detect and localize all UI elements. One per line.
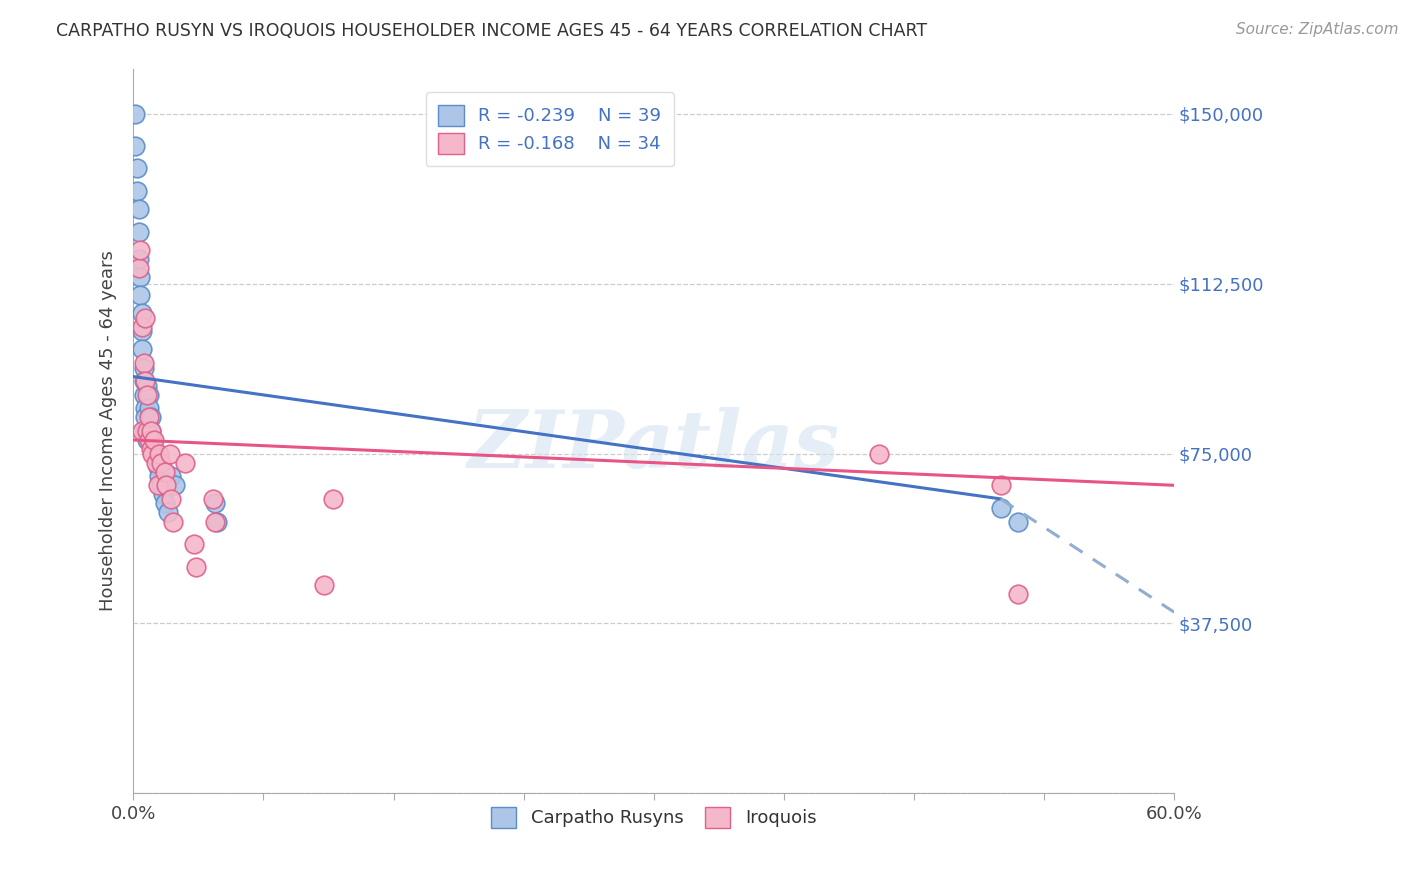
Point	[157, 506, 180, 520]
Point	[124, 138, 146, 153]
Point	[150, 456, 173, 470]
Point	[132, 356, 155, 370]
Point	[205, 515, 228, 529]
Point	[129, 269, 152, 284]
Point	[134, 401, 156, 416]
Point	[153, 496, 176, 510]
Point	[990, 500, 1012, 515]
Point	[129, 243, 152, 257]
Point	[131, 343, 153, 357]
Point	[131, 324, 153, 338]
Point	[139, 424, 162, 438]
Point	[132, 374, 155, 388]
Point	[314, 578, 336, 592]
Point	[128, 202, 150, 216]
Point	[134, 410, 156, 425]
Point	[136, 424, 159, 438]
Point	[160, 469, 183, 483]
Point	[131, 424, 153, 438]
Point	[148, 469, 170, 483]
Point	[131, 306, 153, 320]
Point	[138, 387, 160, 401]
Point	[136, 387, 159, 401]
Point	[139, 424, 162, 438]
Point	[145, 456, 167, 470]
Point	[1007, 587, 1029, 601]
Point	[322, 491, 344, 506]
Point	[134, 374, 156, 388]
Point	[868, 447, 890, 461]
Point	[128, 252, 150, 266]
Point	[174, 456, 197, 470]
Point	[145, 451, 167, 466]
Point	[155, 478, 177, 492]
Point	[139, 410, 162, 425]
Point	[204, 515, 226, 529]
Point	[129, 288, 152, 302]
Legend: Carpatho Rusyns, Iroquois: Carpatho Rusyns, Iroquois	[484, 800, 824, 835]
Point	[184, 559, 207, 574]
Text: Source: ZipAtlas.com: Source: ZipAtlas.com	[1236, 22, 1399, 37]
Point	[1007, 515, 1029, 529]
Point	[202, 491, 225, 506]
Point	[146, 478, 169, 492]
Point	[134, 310, 156, 325]
Text: ZIPatlas: ZIPatlas	[468, 407, 839, 484]
Point	[143, 433, 166, 447]
Point	[132, 387, 155, 401]
Point	[990, 478, 1012, 492]
Point	[183, 537, 205, 551]
Point	[125, 161, 148, 176]
Point	[143, 442, 166, 456]
Text: CARPATHO RUSYN VS IROQUOIS HOUSEHOLDER INCOME AGES 45 - 64 YEARS CORRELATION CHA: CARPATHO RUSYN VS IROQUOIS HOUSEHOLDER I…	[56, 22, 928, 40]
Point	[141, 447, 163, 461]
Point	[148, 447, 170, 461]
Point	[204, 496, 226, 510]
Point	[136, 378, 159, 392]
Point	[146, 460, 169, 475]
Point	[153, 465, 176, 479]
Point	[132, 360, 155, 375]
Point	[128, 225, 150, 239]
Point	[134, 424, 156, 438]
Y-axis label: Householder Income Ages 45 - 64 years: Householder Income Ages 45 - 64 years	[100, 251, 117, 611]
Point	[159, 447, 181, 461]
Point	[150, 478, 173, 492]
Point	[136, 433, 159, 447]
Point	[124, 107, 146, 121]
Point	[141, 433, 163, 447]
Point	[160, 491, 183, 506]
Point	[163, 478, 186, 492]
Point	[138, 410, 160, 425]
Point	[125, 184, 148, 198]
Point	[138, 433, 160, 447]
Point	[131, 319, 153, 334]
Point	[162, 515, 184, 529]
Point	[152, 487, 174, 501]
Point	[128, 260, 150, 275]
Point	[138, 401, 160, 416]
Point	[139, 442, 162, 456]
